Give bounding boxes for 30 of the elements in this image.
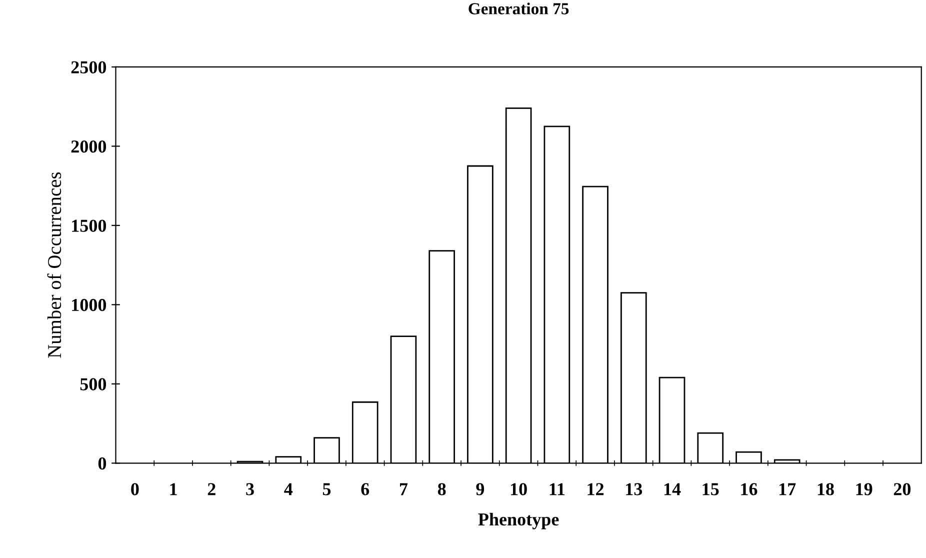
x-tick-label: 8 [438,483,446,496]
x-tick-label: 14 [664,483,681,496]
y-tick-label: 2500 [71,61,106,74]
x-tick-label: 20 [894,483,911,496]
x-tick-label: 18 [818,483,834,496]
x-tick-label: 16 [741,483,758,496]
x-tick-label: 6 [361,483,370,496]
x-tick-label: 0 [131,483,139,496]
x-tick-label: 9 [476,483,484,496]
x-tick-label: 4 [284,483,293,496]
y-axis-title: Number of Occurrences [47,172,62,358]
chart-title: Generation 75 [468,2,569,14]
y-tick-label: 1000 [72,298,106,312]
x-axis-title: Phenotype [478,512,559,530]
x-tick-label: 2 [208,483,216,496]
x-tick-label: 3 [246,483,254,496]
x-tick-label: 7 [400,483,408,496]
x-tick-label: 13 [626,483,642,496]
x-tick-label: 5 [322,483,331,496]
x-tick-label: 15 [702,483,719,496]
x-tick-label: 11 [550,483,565,496]
x-tick-label: 17 [780,483,796,496]
y-tick-label: 2000 [71,140,106,153]
y-tick-label: 0 [98,457,106,470]
y-tick-label: 1500 [72,220,106,232]
x-tick-label: 19 [856,483,872,496]
y-tick-label: 500 [80,378,106,390]
x-tick-label: 10 [510,483,527,496]
x-tick-label: 1 [170,483,177,496]
x-tick-label: 12 [588,483,604,496]
